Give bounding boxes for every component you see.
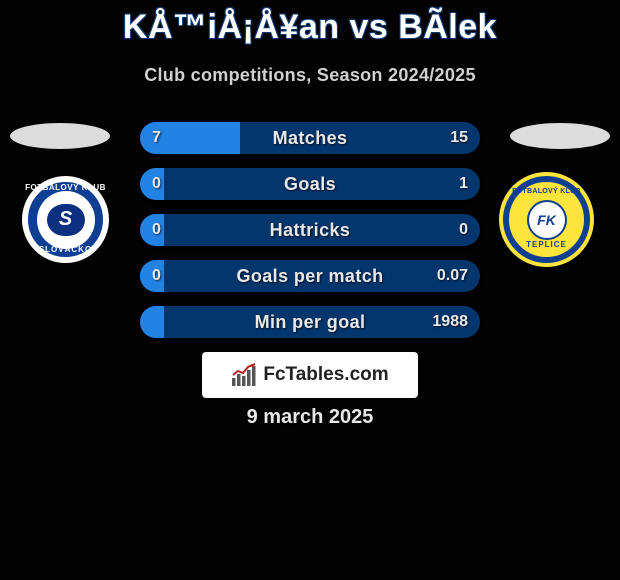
stat-bar: Min per goal1988 [140,306,480,338]
stat-value-right: 1988 [432,306,468,338]
stats-container: 7Matches150Goals10Hattricks00Goals per m… [140,122,480,338]
stat-bar: 0Hattricks0 [140,214,480,246]
stat-label: Min per goal [140,306,480,338]
badge-bottom-text: TEPLICE [503,240,590,249]
badge-mid-ring: S [37,191,95,249]
stat-label: Hattricks [140,214,480,246]
stat-label: Goals per match [140,260,480,292]
brand-link[interactable]: FcTables.com [202,352,418,398]
stat-bar: 7Matches15 [140,122,480,154]
brand-text: FcTables.com [263,364,388,386]
ellipse-left [10,123,110,149]
comparison-card: KÅ™iÅ¡Å¥an vs BÃ­lek Club competitions, … [0,0,620,580]
stat-bar: 0Goals per match0.07 [140,260,480,292]
badge-mid-ring: FK [527,200,567,240]
badge-bottom-text: SLOVÁCKO [22,245,109,254]
date-text: 9 march 2025 [0,406,620,429]
page-title: KÅ™iÅ¡Å¥an vs BÃ­lek [0,0,620,47]
chart-icon [231,363,257,387]
stat-value-right: 0 [459,214,468,246]
badge-inner: S [47,204,85,236]
badge-top-text: FOTBALOVÝ KLUB [503,188,590,195]
stat-value-right: 1 [459,168,468,200]
stat-value-right: 0.07 [437,260,468,292]
badge-inner: FK [537,212,556,228]
stat-label: Matches [140,122,480,154]
ellipse-right [510,123,610,149]
stat-bar: 0Goals1 [140,168,480,200]
stat-value-right: 15 [450,122,468,154]
team-right-badge: FK FOTBALOVÝ KLUB TEPLICE [503,176,598,263]
team-left-badge: S FOTBALOVÝ KLUB SLOVÁCKO [22,176,117,263]
subtitle: Club competitions, Season 2024/2025 [0,65,620,86]
stat-label: Goals [140,168,480,200]
badge-top-text: FOTBALOVÝ KLUB [22,183,109,192]
